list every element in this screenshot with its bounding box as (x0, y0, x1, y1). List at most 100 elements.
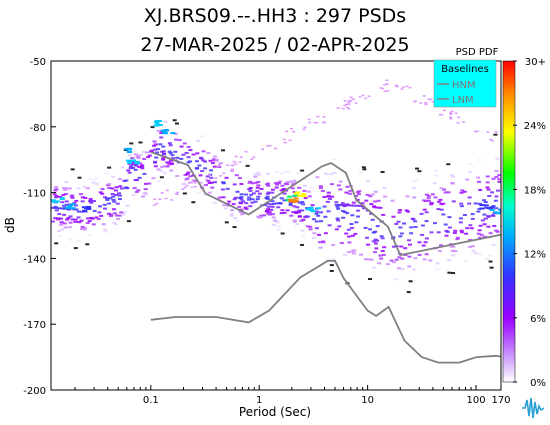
pdf-cell (488, 232, 493, 235)
pdf-cell (288, 203, 293, 206)
pdf-cell (476, 176, 481, 179)
pdf-cell (314, 220, 319, 223)
pdf-cell (251, 192, 256, 195)
pdf-cell (152, 144, 157, 147)
pdf-cell (407, 243, 412, 246)
pdf-cell (103, 207, 108, 210)
pdf-cell (303, 197, 308, 200)
pdf-cell (424, 253, 429, 256)
pdf-cell (491, 244, 496, 247)
pdf-hot-cell (301, 194, 307, 197)
pdf-trail-cell (155, 202, 159, 205)
pdf-cell (342, 211, 347, 214)
pdf-cell (85, 243, 90, 246)
pdf-cell (184, 151, 189, 154)
pdf-cell (328, 173, 333, 176)
wave-logo-icon (522, 397, 545, 419)
pdf-cell (341, 216, 346, 219)
pdf-cell (57, 207, 62, 210)
pdf-trail-cell (385, 79, 389, 82)
pdf-cell (153, 165, 158, 168)
pdf-cell (476, 210, 481, 213)
pdf-cell (447, 271, 452, 274)
pdf-cell (429, 203, 434, 206)
pdf-cell (257, 192, 262, 195)
pdf-cell (94, 182, 99, 185)
pdf-cell (494, 229, 499, 232)
pdf-cell (295, 223, 300, 226)
pdf-cell (114, 189, 119, 192)
pdf-cell (414, 179, 419, 182)
pdf-cell (188, 149, 193, 152)
pdf-cell (66, 216, 71, 219)
pdf-cell (439, 244, 444, 247)
pdf-cell (78, 193, 83, 196)
pdf-density (51, 79, 501, 294)
pdf-cell (230, 169, 235, 172)
pdf-cell (248, 205, 253, 208)
pdf-cell (486, 215, 491, 218)
pdf-cell (56, 218, 61, 221)
pdf-cell (452, 231, 457, 234)
x-tick-label: 100 (466, 395, 485, 406)
pdf-cell (373, 242, 378, 245)
pdf-cell (182, 142, 187, 145)
pdf-cell (292, 191, 297, 194)
pdf-cell (368, 277, 373, 280)
pdf-cell (444, 229, 449, 232)
pdf-cell (241, 200, 246, 203)
pdf-trail-cell (165, 189, 169, 192)
pdf-cell (191, 153, 196, 156)
pdf-cell (118, 178, 123, 181)
pdf-cell (111, 198, 116, 201)
pdf-hot-cell (310, 210, 316, 213)
pdf-trail-cell (383, 90, 387, 93)
pdf-cell (70, 218, 75, 221)
pdf-cell (154, 156, 159, 159)
pdf-cell (136, 189, 141, 192)
pdf-cell (159, 176, 164, 179)
plot-frame (50, 60, 502, 391)
pdf-trail-cell (313, 121, 317, 124)
pdf-cell (125, 204, 130, 207)
pdf-hot-cell (153, 124, 159, 127)
pdf-cell (177, 139, 182, 142)
pdf-cell (207, 181, 212, 184)
pdf-cell (373, 230, 378, 233)
pdf-cell (239, 213, 244, 216)
pdf-trail-cell (349, 96, 353, 99)
pdf-cell (470, 245, 475, 248)
pdf-cell (399, 245, 404, 248)
pdf-trail-cell (214, 177, 218, 179)
pdf-cell (338, 180, 343, 183)
pdf-trail-cell (361, 94, 365, 97)
pdf-hot-cell (67, 204, 73, 207)
pdf-cell (82, 185, 87, 188)
pdf-cell (483, 217, 488, 220)
pdf-cell (101, 223, 106, 226)
pdf-cell (352, 249, 357, 252)
pdf-cell (243, 206, 248, 209)
pdf-cell (476, 180, 481, 183)
pdf-hot-cell (170, 132, 176, 135)
pdf-cell (247, 196, 252, 199)
pdf-cell (190, 186, 195, 189)
pdf-cell (238, 201, 243, 204)
pdf-cell (96, 218, 101, 221)
pdf-cell (306, 190, 311, 193)
pdf-cell (250, 198, 255, 201)
pdf-cell (460, 231, 465, 234)
pdf-cell (371, 240, 376, 243)
pdf-cell (292, 182, 297, 185)
pdf-cell (429, 231, 434, 234)
pdf-cell (478, 224, 483, 227)
pdf-cell (308, 228, 313, 231)
pdf-cell (130, 166, 135, 169)
pdf-cell (335, 217, 340, 220)
pdf-cell (138, 141, 143, 144)
pdf-cell (209, 169, 214, 172)
pdf-trail-cell (336, 107, 340, 109)
pdf-cell (140, 167, 145, 170)
pdf-trail-cell (204, 178, 208, 181)
